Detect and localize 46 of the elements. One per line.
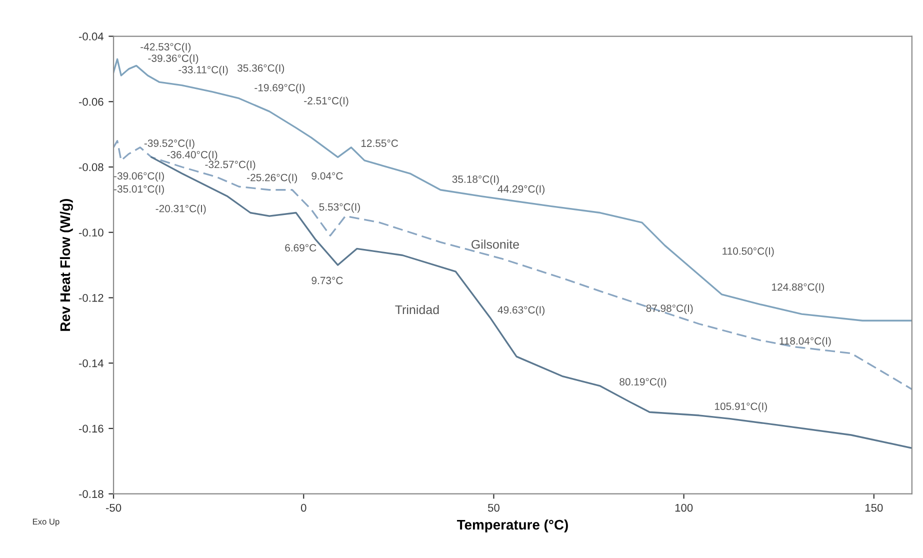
annotation: 9.04°C [312, 172, 343, 180]
annotation: 49.63°C(I) [498, 306, 544, 316]
y-tick-label: -0.14 [78, 359, 104, 368]
annotation: 87.98°C(I) [646, 304, 693, 314]
y-tick-label: -0.10 [78, 228, 104, 237]
annotation: -35.01°C(I) [114, 185, 164, 195]
annotation: -33.11°C(I) [178, 66, 228, 76]
x-tick-label: 100 [675, 504, 693, 512]
x-axis-title: Temperature (°C) [456, 519, 568, 532]
annotation: Gilsonite [472, 240, 519, 249]
annotation: -20.31°C(I) [156, 204, 206, 214]
annotation: 118.04°C(I) [780, 337, 831, 347]
annotation: Trinidad [395, 304, 439, 314]
annotation: -19.69°C(I) [254, 84, 305, 94]
annotation: -32.57°C(I) [205, 160, 256, 170]
annotation: 6.69°C [285, 244, 316, 252]
y-tick-label: -0.12 [78, 294, 104, 302]
x-tick-label: 50 [488, 504, 500, 512]
annotation: 44.29°C(I) [498, 185, 544, 195]
annotation: -39.36°C(I) [148, 54, 198, 64]
text: Exo Up [32, 518, 60, 526]
annotation: -42.53°C(I) [140, 42, 191, 53]
y-tick-label: -0.08 [78, 163, 104, 172]
annotation: -39.52°C(I) [144, 139, 194, 149]
y-tick-label: -0.06 [78, 98, 104, 106]
y-tick-label: -0.18 [78, 490, 104, 498]
annotation: -2.51°C(I) [304, 96, 348, 106]
annotation: -36.40°C(I) [167, 150, 218, 160]
annotation: -39.06°C(I) [114, 172, 164, 182]
annotation: 9.73°C [312, 276, 343, 284]
x-tick-label: -50 [106, 504, 122, 512]
annotation: 124.88°C(I) [772, 283, 824, 293]
y-axis-title: Rev Heat Flow (W/g) [60, 198, 73, 331]
annotation: 12.55°C [361, 140, 398, 147]
annotation: -25.26°C(I) [247, 174, 298, 184]
y-tick-label: -0.16 [78, 424, 104, 433]
line-series [114, 140, 912, 390]
x-tick-label: 0 [300, 504, 306, 512]
annotation: 5.53°C(I) [319, 203, 360, 213]
annotation: 35.36°C(I) [237, 64, 284, 74]
annotation: 105.91°C(I) [715, 402, 767, 412]
annotation: 35.18°C(I) [452, 175, 499, 185]
y-tick-label: -0.04 [78, 32, 104, 40]
x-tick-label: 150 [865, 504, 883, 512]
annotation: 110.50°C(I) [722, 247, 774, 257]
annotation: 80.19°C(I) [620, 378, 666, 388]
